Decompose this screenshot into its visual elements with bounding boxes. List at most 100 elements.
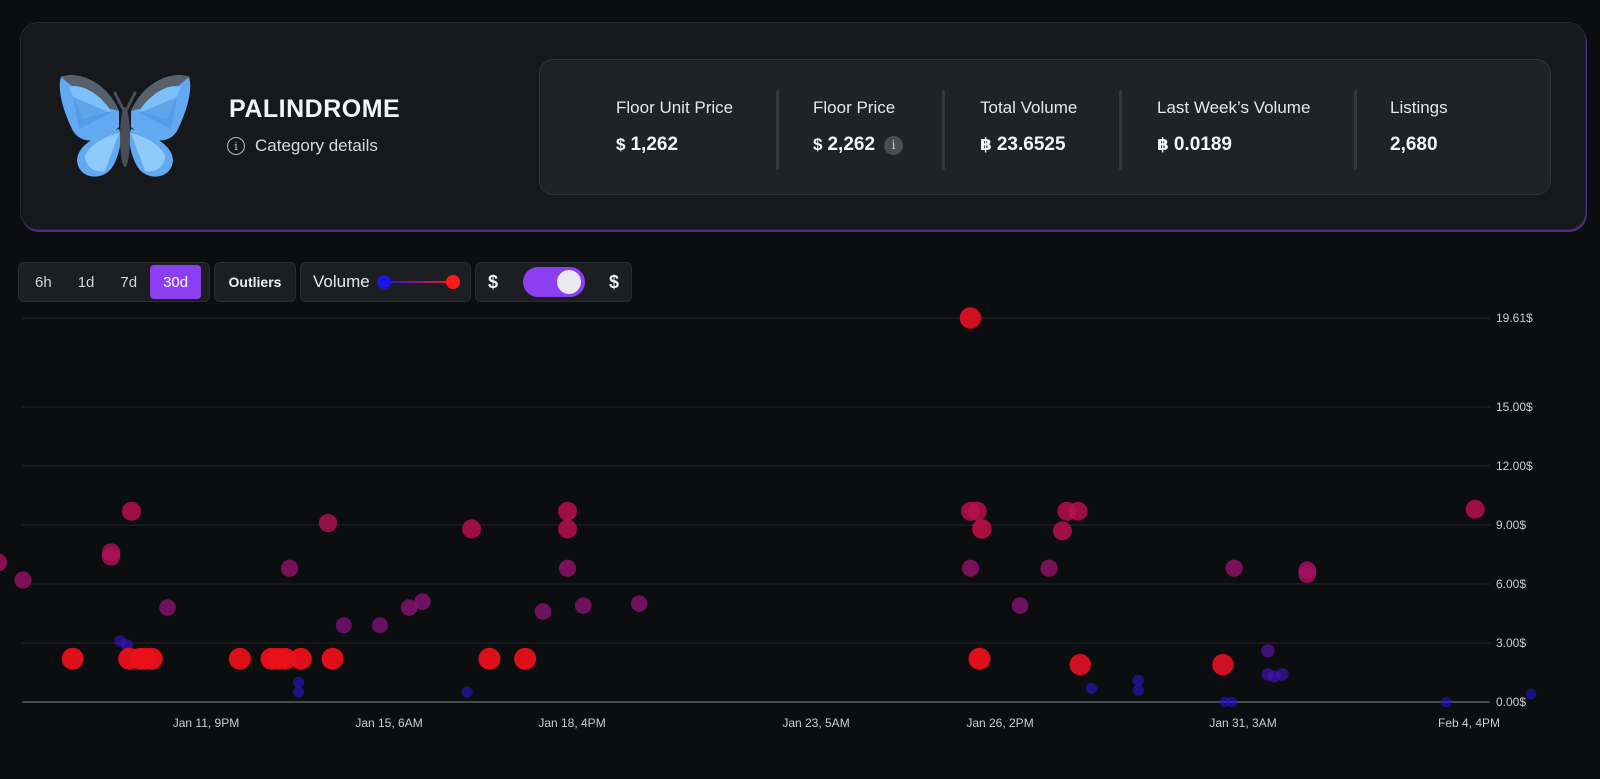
x-tick-label: Jan 26, 2PM [966,716,1033,730]
butterfly-logo-icon [59,75,191,177]
data-point[interactable] [1525,688,1537,700]
x-tick-label: Jan 15, 6AM [355,716,422,730]
stat-value: 2,680 [1390,134,1438,155]
data-point[interactable] [1298,565,1317,584]
data-point[interactable] [1226,696,1238,708]
data-point[interactable] [0,553,8,572]
category-details-label: Category details [255,136,378,155]
data-point[interactable] [14,571,32,589]
data-point[interactable] [318,513,338,533]
category-details-link[interactable]: i Category details [227,136,378,156]
price-scatter-chart: 19.61$ 15.00$ 12.00$ 9.00$ 6.00$ 3.00$ 0.00$ Ja… [0,307,1537,730]
y-tick-label: 0.00$ [1496,695,1526,709]
dollar-icon[interactable]: $ [608,271,619,292]
data-point[interactable] [1132,684,1144,696]
data-point[interactable] [558,501,578,521]
timeframe-7d-button[interactable]: 7d [120,273,138,291]
data-point[interactable] [514,647,537,670]
volume-max-handle [445,275,460,289]
data-point[interactable] [1052,521,1072,541]
data-point[interactable] [558,559,577,577]
data-point[interactable] [293,676,305,688]
timeframe-30d-button[interactable]: 30d [150,265,202,299]
data-point[interactable] [462,519,482,539]
stat-value: 0.0189 [1173,134,1232,155]
y-tick-label: 15.00$ [1496,400,1533,414]
divider [1119,90,1122,170]
timeframe-selector: 6h 1d 7d 30d [18,262,210,302]
timeframe-1d-button[interactable]: 1d [77,273,95,291]
volume-label: Volume [313,272,370,291]
data-point[interactable] [1085,682,1098,694]
stx-icon: $ [813,135,823,154]
stat-value: 23.6525 [996,134,1066,155]
data-point[interactable] [414,593,431,610]
volume-legend: Volume [300,262,471,302]
data-point[interactable] [461,686,473,698]
currency-toggle-group: $ $ [475,262,632,302]
data-point[interactable] [289,647,312,670]
currency-toggle-switch[interactable] [522,267,585,297]
data-point[interactable] [101,547,121,566]
data-point[interactable] [321,647,344,670]
data-point[interactable] [959,307,982,329]
x-tick-label: Jan 11, 9PM [173,716,239,730]
volume-min-handle [376,275,391,289]
data-point[interactable] [371,617,388,634]
data-point[interactable] [1212,653,1234,676]
bitcoin-icon: ฿ [980,135,992,154]
outliers-toggle[interactable]: Outliers [214,262,296,302]
bitcoin-icon: ฿ [1157,135,1169,154]
data-point[interactable] [1276,668,1289,681]
data-point[interactable] [228,647,251,670]
data-point[interactable] [1068,501,1088,521]
data-point[interactable] [274,647,297,670]
x-tick-label: Jan 23, 5AM [782,716,849,730]
data-point[interactable] [293,686,305,698]
stx-icon: $ [616,135,626,154]
data-point[interactable] [1132,674,1144,687]
stat-label: Last Week’s Volume [1157,98,1311,117]
data-point[interactable] [140,647,163,670]
data-point[interactable] [280,559,299,577]
data-point[interactable] [61,647,84,670]
data-point[interactable] [1011,597,1029,614]
data-point[interactable] [968,647,991,670]
data-point[interactable] [558,519,578,539]
data-point[interactable] [1069,653,1091,676]
data-point[interactable] [961,559,980,577]
data-point[interactable] [630,595,648,612]
y-tick-label: 12.00$ [1496,459,1533,473]
volume-gradient-slider[interactable] [376,272,462,292]
divider [776,90,779,170]
stat-value: 1,262 [630,134,679,155]
data-point[interactable] [159,599,176,616]
data-point[interactable] [972,519,992,539]
divider [942,90,945,170]
info-icon: i [227,137,245,155]
data-point[interactable] [478,647,501,670]
data-point[interactable] [1040,559,1058,577]
info-icon[interactable]: i [884,135,904,155]
data-point[interactable] [574,597,592,614]
timeframe-6h-button[interactable]: 6h [35,273,52,291]
stats-panel: Floor Unit Price $ 1,262 Floor Price $ 2… [539,59,1551,195]
data-point[interactable] [1261,644,1275,658]
stat-label: Floor Unit Price [616,98,734,117]
stat-label: Total Volume [980,98,1078,117]
outliers-label: Outliers [228,274,282,290]
x-tick-label: Jan 31, 3AM [1209,716,1276,730]
data-point[interactable] [400,599,418,616]
collection-header: PALINDROME i Category details Floor Unit… [20,22,1586,230]
stat-label: Floor Price [813,98,896,117]
data-point[interactable] [1440,696,1452,708]
data-point[interactable] [121,501,141,521]
x-tick-label: Jan 18, 4PM [538,716,605,730]
stx-icon[interactable]: $ [488,271,499,292]
data-point[interactable] [1465,499,1485,519]
data-point[interactable] [1225,559,1243,577]
data-point[interactable] [335,617,352,634]
data-point[interactable] [967,501,987,521]
data-point[interactable] [534,603,552,620]
stat-value: 2,262 [827,134,876,155]
